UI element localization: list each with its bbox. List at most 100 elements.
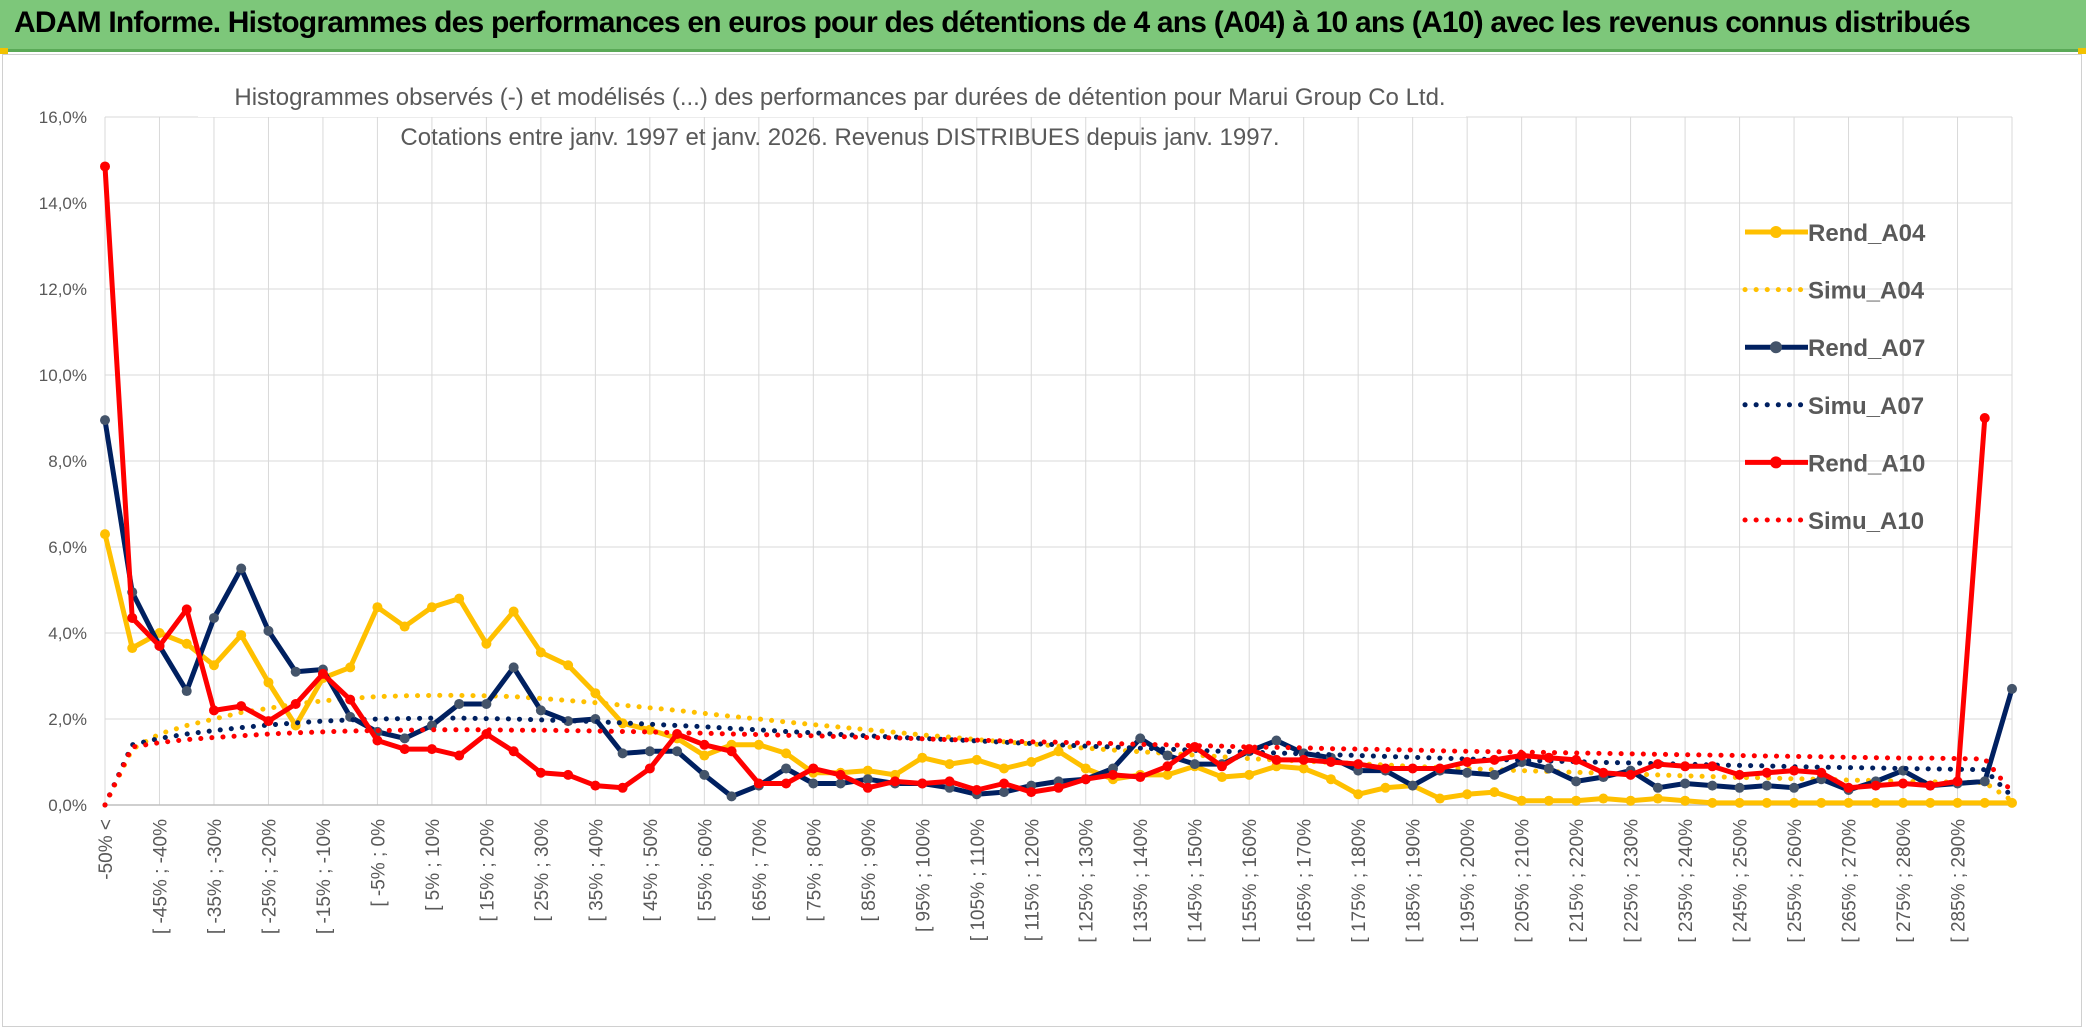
data-point	[263, 625, 274, 636]
data-point	[1761, 767, 1772, 778]
data-point	[1135, 772, 1146, 783]
x-tick-label: [ -5% ; 0%	[368, 819, 389, 907]
legend-item-rend-a07: Rend_A07	[1745, 335, 1925, 362]
legend-item-simu-a07: Simu_A07	[1742, 393, 1924, 420]
x-tick-label: [ 175% ; 180%	[1349, 819, 1370, 943]
page-title: ADAM Informe. Histogrammes des performan…	[14, 6, 1971, 39]
chart-frame	[2, 54, 2082, 1027]
data-point	[481, 638, 492, 649]
data-point	[971, 784, 982, 795]
data-point	[1843, 797, 1854, 808]
data-point	[753, 778, 764, 789]
data-point	[263, 677, 274, 688]
data-point	[1244, 769, 1255, 780]
x-tick-label: [ 95% ; 100%	[913, 819, 934, 932]
legend-label: Rend_A10	[1808, 450, 1925, 477]
data-point	[2007, 683, 2017, 694]
y-tick-label: 6,0%	[48, 538, 87, 557]
legend-label: Simu_A04	[1808, 278, 1925, 305]
x-tick-label: [ 285% ; 290%	[1949, 819, 1970, 943]
data-point	[644, 746, 655, 757]
x-tick-label: [ 25% ; 30%	[532, 819, 553, 922]
data-point	[154, 640, 165, 651]
data-point	[263, 716, 274, 727]
banner-corner-left	[0, 48, 8, 54]
data-point	[1489, 754, 1500, 765]
data-point	[781, 778, 792, 789]
data-point	[1434, 763, 1445, 774]
data-point	[1870, 780, 1881, 791]
data-point	[1680, 761, 1691, 772]
data-point	[835, 769, 846, 780]
legend-item-simu-a04: Simu_A04	[1742, 278, 1925, 305]
legend-label: Simu_A10	[1808, 508, 1924, 535]
data-point	[835, 778, 846, 789]
x-tick-label: [ 235% ; 240%	[1676, 819, 1697, 943]
y-tick-label: 10,0%	[39, 366, 87, 385]
x-tick-label: [ -45% ; -40%	[150, 819, 171, 934]
data-point	[1789, 797, 1800, 808]
data-point	[1925, 780, 1936, 791]
data-point	[1244, 744, 1255, 755]
data-point	[1271, 735, 1282, 746]
data-point	[181, 686, 192, 697]
data-point	[1734, 797, 1745, 808]
data-point	[1979, 413, 1990, 423]
x-tick-label: [ 205% ; 210%	[1513, 819, 1534, 943]
series-line-simu-a04	[102, 692, 2015, 808]
data-point	[100, 415, 110, 426]
data-point	[1761, 780, 1772, 791]
data-point	[1761, 797, 1772, 808]
header-banner: ADAM Informe. Histogrammes des performan…	[0, 0, 2086, 52]
data-point	[1271, 754, 1282, 765]
x-tick-label: [ 275% ; 280%	[1894, 819, 1915, 943]
data-point	[1162, 769, 1173, 780]
data-point	[1707, 761, 1718, 772]
data-point	[1380, 782, 1391, 793]
x-tick-label: [ -35% ; -30%	[205, 819, 226, 934]
data-point	[1189, 759, 1200, 770]
series-line-rend-a10	[102, 164, 1988, 795]
data-point	[1652, 793, 1663, 804]
data-point	[1462, 767, 1473, 778]
series-line-simu-a10	[102, 727, 2015, 808]
data-point	[345, 694, 356, 705]
data-point	[1734, 769, 1745, 780]
data-point	[426, 744, 437, 755]
data-point	[100, 161, 110, 172]
data-point	[1598, 767, 1609, 778]
data-point	[1053, 782, 1064, 793]
y-tick-label: 8,0%	[48, 452, 87, 471]
data-point	[563, 716, 574, 727]
data-point	[236, 563, 247, 574]
data-point	[672, 746, 683, 757]
data-point	[1080, 763, 1091, 774]
data-point	[1543, 795, 1554, 806]
data-point	[617, 748, 628, 759]
x-tick-label: [ 145% ; 150%	[1186, 819, 1207, 943]
data-point	[236, 701, 247, 712]
data-point	[454, 750, 465, 761]
data-point	[1789, 765, 1800, 776]
y-axis-ticks: 0,0% 2,0% 4,0% 6,0% 8,0% 10,0% 12,0% 14,0% 16,0%	[39, 108, 87, 815]
data-point	[617, 782, 628, 793]
data-point	[454, 698, 465, 709]
data-point	[1189, 741, 1200, 752]
series-line-rend-a07	[102, 417, 2015, 799]
data-point	[100, 529, 110, 540]
y-tick-label: 14,0%	[39, 194, 87, 213]
data-point	[1325, 774, 1336, 785]
banner-corner-right	[2078, 48, 2086, 54]
series-rend-a10	[100, 161, 1990, 798]
data-point	[944, 776, 955, 787]
data-point	[399, 621, 410, 632]
legend-marker	[1770, 456, 1782, 469]
y-tick-label: 0,0%	[48, 796, 87, 815]
data-point	[1816, 797, 1827, 808]
x-tick-label: [ 115% ; 120%	[1022, 819, 1043, 941]
data-point	[1489, 787, 1500, 798]
legend-label: Rend_A07	[1808, 335, 1925, 362]
data-point	[1707, 797, 1718, 808]
data-point	[1434, 793, 1445, 804]
x-tick-label: [ -15% ; -10%	[314, 819, 335, 934]
